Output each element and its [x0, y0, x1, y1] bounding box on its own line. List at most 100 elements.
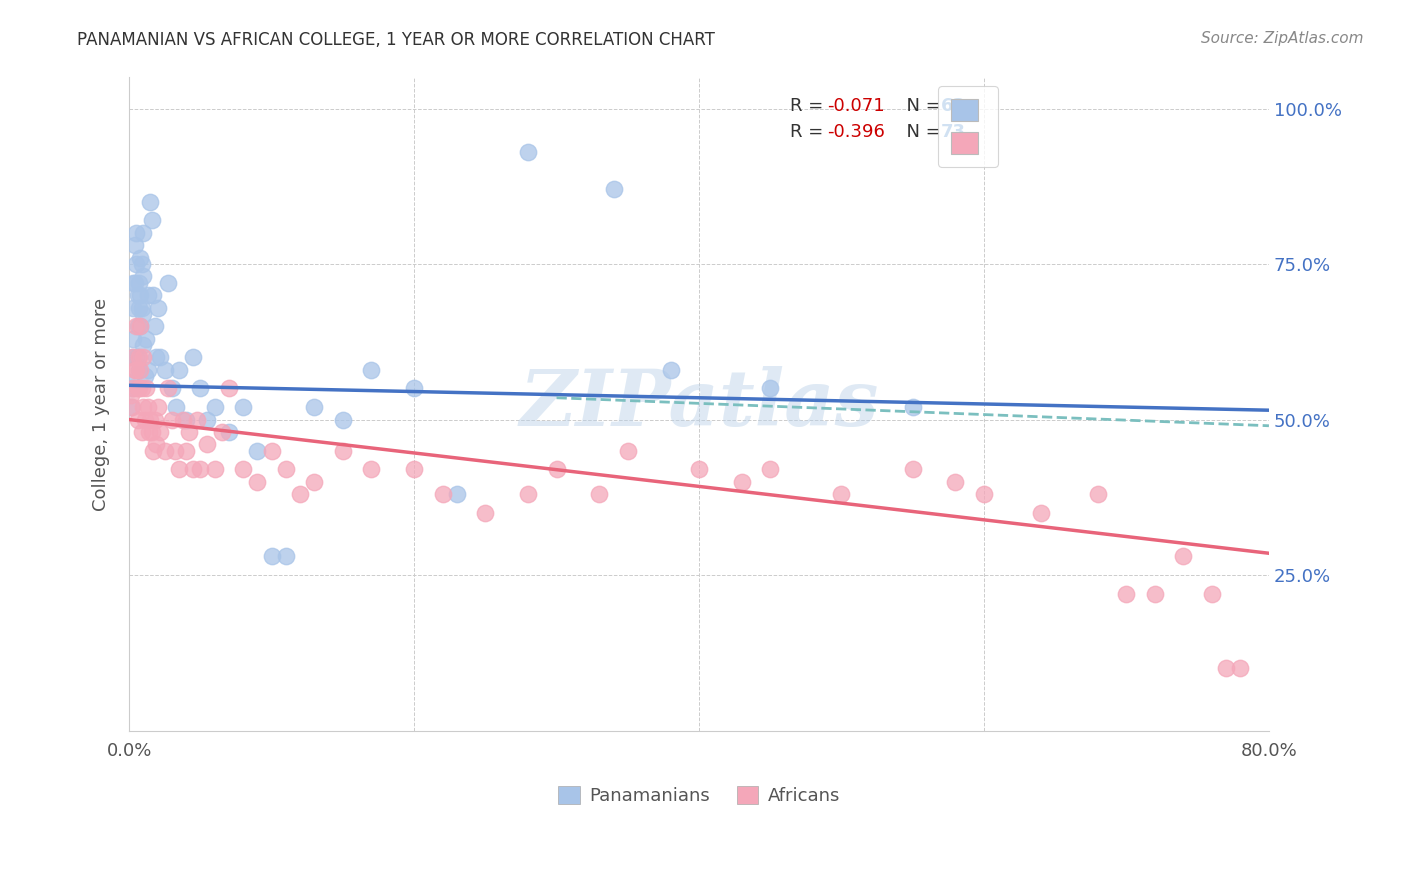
Point — [136, 288, 159, 302]
Point — [260, 443, 283, 458]
Point — [128, 301, 150, 315]
Point — [129, 319, 152, 334]
Point — [274, 549, 297, 564]
Point — [131, 257, 153, 271]
Point — [125, 226, 148, 240]
Point — [446, 487, 468, 501]
Point — [156, 276, 179, 290]
Point — [360, 363, 382, 377]
Point — [167, 363, 190, 377]
Point — [127, 288, 149, 302]
Point — [121, 351, 143, 365]
Text: ZIPatlas: ZIPatlas — [519, 366, 879, 442]
Point — [160, 381, 183, 395]
Point — [132, 307, 155, 321]
Text: 73: 73 — [941, 123, 966, 141]
Point — [188, 381, 211, 395]
Text: N =: N = — [896, 123, 946, 141]
Y-axis label: College, 1 year or more: College, 1 year or more — [93, 297, 110, 510]
Point — [204, 462, 226, 476]
Point — [402, 462, 425, 476]
Point — [232, 400, 254, 414]
Point — [274, 462, 297, 476]
Point — [156, 381, 179, 395]
Point — [129, 319, 152, 334]
Point — [546, 462, 568, 476]
Point — [332, 412, 354, 426]
Point — [135, 332, 157, 346]
Point — [143, 319, 166, 334]
Point — [163, 443, 186, 458]
Point — [127, 412, 149, 426]
Point — [125, 363, 148, 377]
Point — [121, 400, 143, 414]
Point — [759, 381, 782, 395]
Point — [616, 443, 638, 458]
Point — [149, 425, 172, 439]
Point — [128, 351, 150, 365]
Point — [136, 400, 159, 414]
Point — [131, 381, 153, 395]
Text: R =: R = — [790, 123, 830, 141]
Point — [402, 381, 425, 395]
Text: Source: ZipAtlas.com: Source: ZipAtlas.com — [1201, 31, 1364, 46]
Point — [127, 351, 149, 365]
Point — [122, 381, 145, 395]
Point — [165, 400, 187, 414]
Point — [177, 425, 200, 439]
Point — [901, 462, 924, 476]
Point — [211, 425, 233, 439]
Point — [1215, 661, 1237, 675]
Point — [517, 145, 540, 159]
Point — [332, 443, 354, 458]
Point — [659, 363, 682, 377]
Point — [132, 351, 155, 365]
Point — [120, 400, 142, 414]
Point — [1201, 587, 1223, 601]
Point — [602, 182, 624, 196]
Point — [132, 226, 155, 240]
Point — [132, 400, 155, 414]
Point — [136, 363, 159, 377]
Point — [145, 437, 167, 451]
Point — [134, 412, 156, 426]
Point — [160, 412, 183, 426]
Point — [145, 351, 167, 365]
Point — [122, 301, 145, 315]
Point — [124, 276, 146, 290]
Point — [246, 443, 269, 458]
Text: N =: N = — [896, 97, 946, 115]
Point — [218, 425, 240, 439]
Point — [132, 269, 155, 284]
Point — [759, 462, 782, 476]
Point — [1087, 487, 1109, 501]
Point — [218, 381, 240, 395]
Point — [142, 288, 165, 302]
Point — [146, 400, 169, 414]
Point — [588, 487, 610, 501]
Point — [122, 332, 145, 346]
Point — [172, 412, 194, 426]
Point — [432, 487, 454, 501]
Point — [197, 412, 219, 426]
Point — [127, 381, 149, 395]
Point — [197, 437, 219, 451]
Point — [131, 301, 153, 315]
Point — [304, 400, 326, 414]
Point — [304, 475, 326, 489]
Point — [181, 351, 204, 365]
Text: -0.071: -0.071 — [827, 97, 884, 115]
Point — [360, 462, 382, 476]
Point — [1115, 587, 1137, 601]
Text: 63: 63 — [941, 97, 966, 115]
Point — [125, 319, 148, 334]
Point — [125, 257, 148, 271]
Point — [142, 443, 165, 458]
Point — [129, 363, 152, 377]
Point — [1229, 661, 1251, 675]
Point — [731, 475, 754, 489]
Point — [122, 276, 145, 290]
Point — [127, 319, 149, 334]
Point — [143, 412, 166, 426]
Point — [167, 462, 190, 476]
